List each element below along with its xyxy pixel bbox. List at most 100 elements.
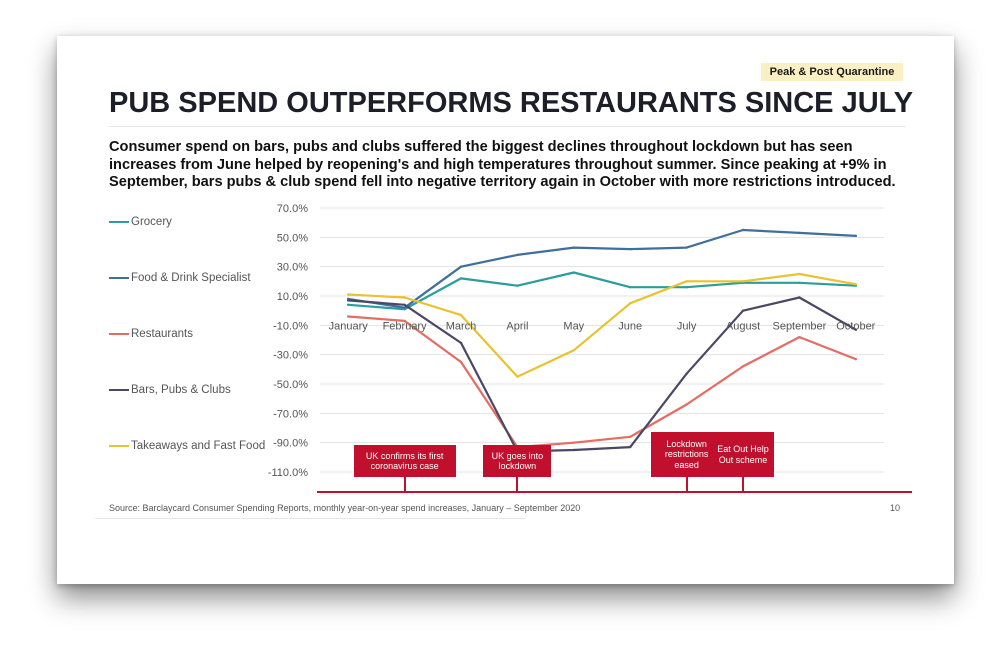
legend-label-grocery: Grocery — [131, 216, 172, 228]
y-tick-label: -30.0% — [273, 350, 308, 362]
legend-label-restaurants: Restaurants — [131, 328, 194, 340]
data-point — [798, 272, 801, 276]
data-point — [629, 445, 632, 449]
data-point — [347, 299, 350, 302]
title-divider — [109, 126, 906, 127]
timeline-connector — [516, 477, 519, 492]
data-point — [854, 357, 857, 361]
series-line-0 — [347, 271, 857, 311]
data-point — [572, 246, 575, 249]
source-note: Source: Barclaycard Consumer Spending Re… — [109, 503, 581, 513]
data-point — [572, 448, 575, 452]
data-point — [459, 341, 463, 345]
data-point — [347, 293, 350, 296]
slide-subtitle: Consumer spend on bars, pubs and clubs s… — [109, 139, 896, 190]
x-tick-label: October — [836, 320, 875, 332]
legend-swatch-takeaways — [109, 445, 129, 447]
legend-item-food-drink: Food & Drink Specialist — [109, 270, 251, 286]
data-point — [685, 246, 688, 249]
data-point — [798, 335, 801, 339]
data-point — [685, 286, 688, 289]
chart-legend: Grocery Food & Drink Specialist Restaura… — [109, 206, 269, 486]
timeline-connector — [742, 477, 744, 492]
data-point — [685, 403, 688, 406]
timeline-annotation: Eat Out Help Out scheme — [712, 432, 774, 477]
data-point — [459, 360, 463, 364]
data-point — [516, 284, 519, 287]
data-point — [403, 319, 406, 323]
data-point — [572, 349, 575, 352]
line-chart: 70.0% 50.0% 30.0% 10.0% -10.0% -30.0% -50.0% -7… — [268, 203, 912, 493]
series-line-3 — [347, 296, 857, 453]
timeline-connector — [685, 477, 688, 492]
x-tick-label: September — [772, 320, 826, 332]
y-tick-label: -70.0% — [273, 408, 308, 420]
timeline-annotation: UK confirms its first coronavirus case — [353, 445, 456, 477]
page-number: 10 — [890, 503, 901, 513]
series-line-1 — [347, 228, 857, 309]
legend-swatch-food-drink — [109, 277, 129, 279]
data-point — [798, 296, 801, 299]
x-tick-label: June — [618, 320, 642, 332]
data-point — [741, 365, 745, 368]
data-point — [459, 313, 463, 317]
legend-swatch-restaurants — [109, 333, 129, 335]
legend-item-grocery: Grocery — [109, 214, 172, 230]
data-point — [403, 303, 406, 306]
legend-label-food-drink: Food & Drink Specialist — [131, 272, 251, 284]
data-point — [741, 280, 745, 283]
series-line-4 — [347, 272, 857, 378]
x-tick-label: April — [506, 320, 528, 332]
data-point — [685, 372, 688, 375]
data-point — [798, 231, 801, 235]
data-point — [403, 296, 406, 299]
y-tick-label: -50.0% — [273, 379, 308, 391]
y-tick-label: 70.0% — [277, 203, 308, 215]
data-point — [854, 328, 857, 331]
slide-title: PUB SPEND OUTPERFORMS RESTAURANTS SINCE … — [109, 87, 914, 119]
data-point — [516, 375, 519, 378]
data-point — [741, 228, 745, 232]
data-point — [459, 277, 463, 280]
x-tick-label: February — [383, 320, 428, 332]
data-point — [347, 315, 350, 318]
legend-item-takeaways: Takeaways and Fast Food — [109, 438, 265, 454]
data-point — [741, 309, 745, 312]
data-point — [516, 253, 519, 257]
legend-swatch-grocery — [109, 221, 129, 223]
x-tick-label: January — [329, 320, 369, 332]
y-tick-label: 50.0% — [277, 232, 308, 244]
legend-item-restaurants: Restaurants — [109, 326, 193, 342]
timeline-annotation: Lockdown restrictions eased — [650, 432, 723, 477]
data-point — [629, 286, 632, 289]
x-tick-label: March — [446, 320, 477, 332]
y-tick-label: 10.0% — [277, 291, 308, 303]
legend-swatch-bars — [109, 389, 129, 391]
data-point — [572, 441, 575, 444]
data-point — [854, 234, 857, 238]
data-point — [347, 303, 350, 306]
legend-label-takeaways: Takeaways and Fast Food — [131, 440, 266, 452]
timeline-connector — [403, 477, 406, 492]
data-point — [629, 302, 632, 305]
data-point — [629, 247, 632, 251]
x-tick-label: May — [563, 320, 584, 332]
timeline-annotation: UK goes into lockdown — [483, 445, 552, 477]
x-tick-label: August — [726, 320, 760, 332]
data-point — [629, 435, 632, 438]
data-point — [854, 283, 857, 286]
data-point — [572, 271, 575, 274]
data-point — [403, 306, 406, 309]
series-line-2 — [347, 315, 857, 449]
data-point — [459, 265, 463, 268]
legend-item-bars: Bars, Pubs & Clubs — [109, 382, 231, 398]
slide: Peak & Post Quarantine PUB SPEND OUTPERF… — [57, 36, 954, 584]
data-point — [798, 281, 801, 284]
legend-label-bars: Bars, Pubs & Clubs — [131, 384, 231, 396]
x-tick-label: July — [677, 320, 697, 332]
y-tick-label: -90.0% — [273, 438, 308, 450]
footer-divider — [95, 518, 525, 519]
y-tick-label: -110.0% — [268, 467, 308, 479]
data-point — [685, 280, 688, 283]
y-tick-label: 30.0% — [277, 262, 308, 274]
